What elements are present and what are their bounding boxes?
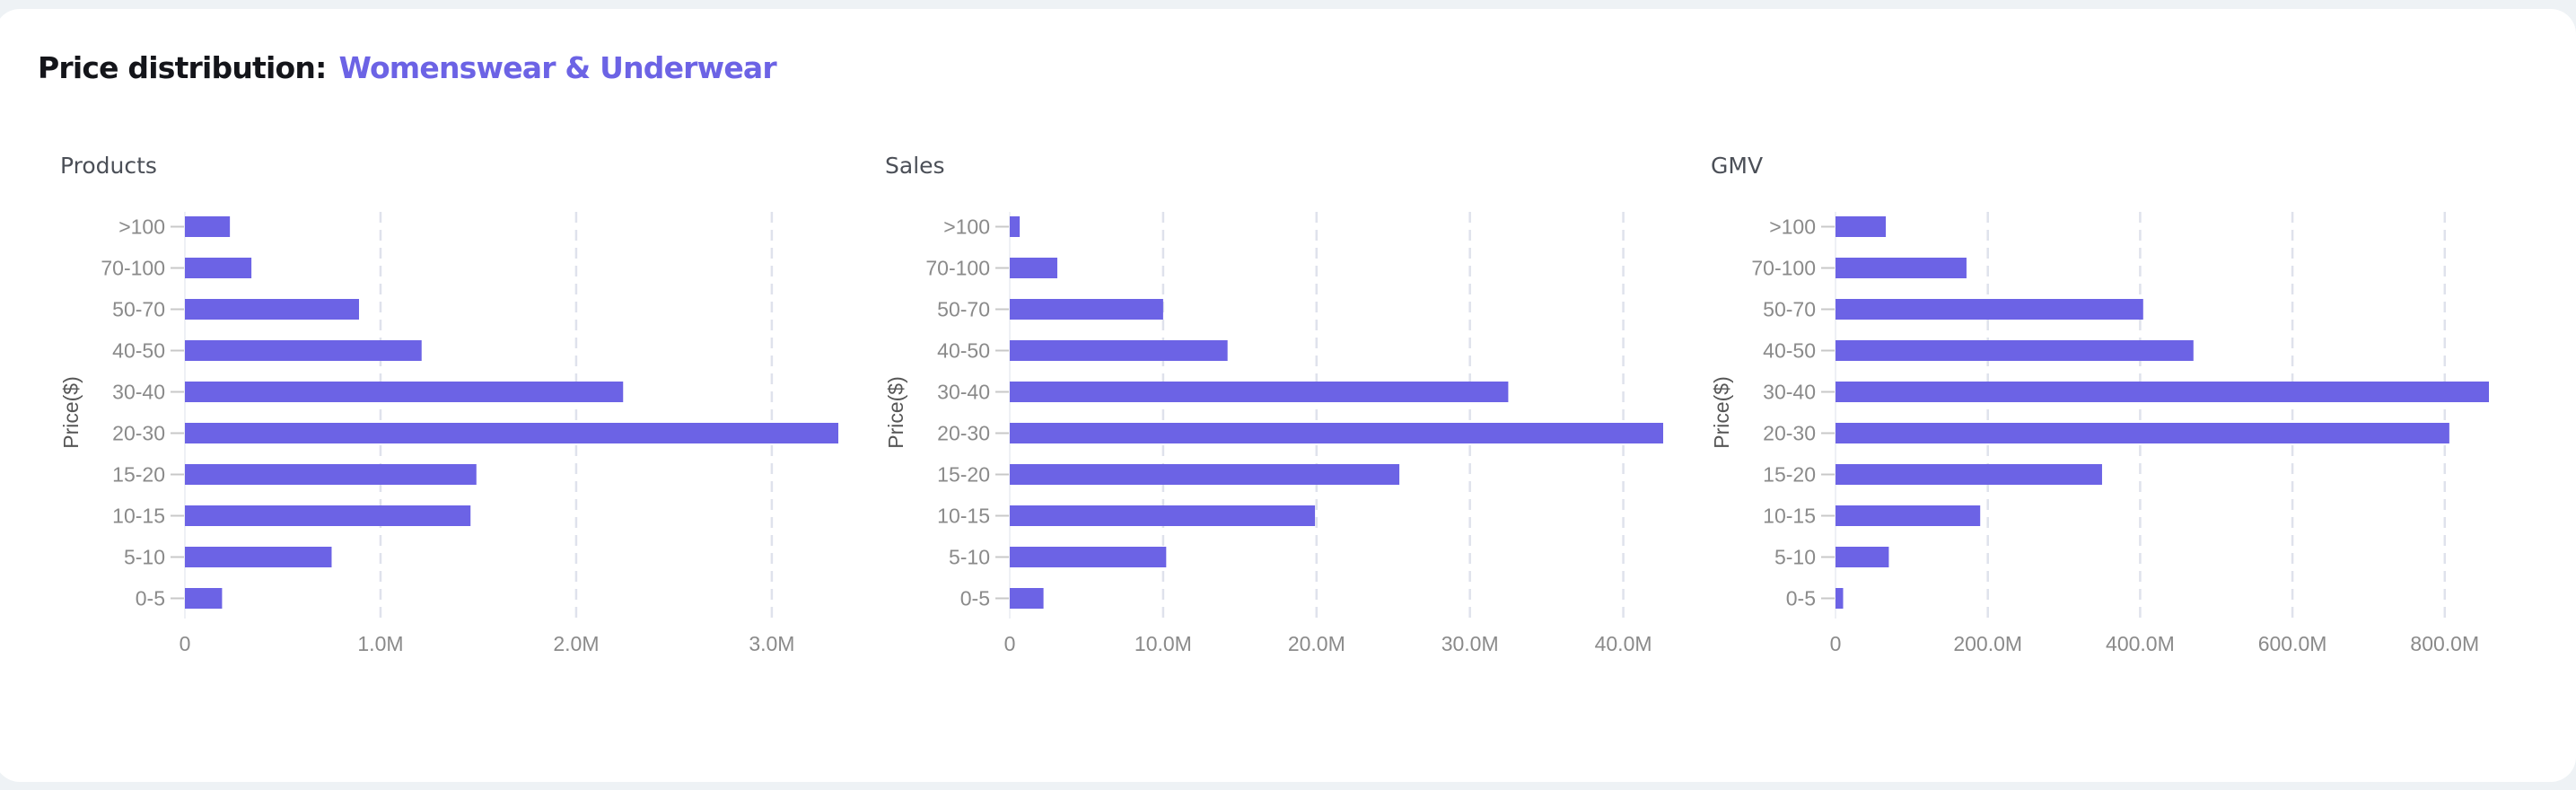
y-tick-label: 50-70 [937, 298, 990, 321]
bar-50-70[interactable] [185, 299, 359, 320]
y-tick-label: 15-20 [1763, 463, 1816, 487]
bar-15-20[interactable] [1836, 464, 2102, 485]
bar-10-15[interactable] [1010, 505, 1316, 526]
y-tick-label: 10-15 [112, 505, 165, 528]
y-tick-label: 5-10 [1774, 546, 1816, 569]
y-axis-title: Price($) [1710, 376, 1733, 449]
chart-title-products: Products [60, 153, 157, 179]
y-tick-label: 10-15 [937, 505, 990, 528]
bar-30-40[interactable] [1836, 382, 2489, 402]
bar-40-50[interactable] [185, 340, 422, 361]
bar-15-20[interactable] [185, 464, 477, 485]
bar-30-40[interactable] [185, 382, 624, 402]
y-tick-label: 70-100 [925, 257, 990, 280]
y-tick-label: 0-5 [960, 587, 990, 610]
y-axis-title: Price($) [59, 376, 83, 449]
x-tick-label: 40.0M [1595, 632, 1652, 655]
bar-0-5[interactable] [185, 588, 223, 609]
y-tick-label: 70-100 [1751, 257, 1816, 280]
y-tick-label: 5-10 [124, 546, 165, 569]
bar-70-100[interactable] [185, 258, 252, 278]
y-tick-label: 0-5 [1786, 587, 1816, 610]
bar-0-5[interactable] [1010, 588, 1044, 609]
y-tick-label: 70-100 [101, 257, 165, 280]
x-tick-label: 3.0M [749, 632, 794, 655]
bar-10-15[interactable] [185, 505, 471, 526]
x-tick-label: 1.0M [357, 632, 403, 655]
y-tick-label: 20-30 [937, 422, 990, 445]
category-name: Womenswear & Underwear [338, 50, 777, 85]
x-tick-label: 400.0M [2106, 632, 2175, 655]
y-tick-label: 30-40 [112, 381, 165, 404]
bar-5-10[interactable] [1010, 547, 1167, 567]
bar-5-10[interactable] [1836, 547, 1889, 567]
x-tick-label: 2.0M [553, 632, 599, 655]
y-tick-label: >100 [1769, 215, 1816, 239]
y-tick-label: >100 [118, 215, 165, 239]
y-tick-label: 0-5 [136, 587, 165, 610]
y-tick-label: 30-40 [1763, 381, 1816, 404]
bar-40-50[interactable] [1836, 340, 2194, 361]
page-title: Price distribution: Womenswear & Underwea… [38, 50, 777, 85]
x-tick-label: 30.0M [1441, 632, 1499, 655]
y-tick-label: 10-15 [1763, 505, 1816, 528]
bar->100[interactable] [1010, 216, 1021, 237]
bar-30-40[interactable] [1010, 382, 1509, 402]
x-tick-label: 0 [180, 632, 191, 655]
y-tick-label: 15-20 [112, 463, 165, 487]
y-tick-label: 40-50 [937, 339, 990, 363]
y-tick-label: 50-70 [112, 298, 165, 321]
chart-title-gmv: GMV [1711, 153, 1764, 179]
x-tick-label: 20.0M [1288, 632, 1345, 655]
chart-title-sales: Sales [885, 153, 945, 179]
bar-15-20[interactable] [1010, 464, 1400, 485]
products-bar-plot: 0 1.0M 2.0M 3.0M >100 70-100 50-70 40-50 30-40 20… [59, 212, 838, 655]
gmv-bar-plot: 0 200.0M 400.0M 600.0M 800.0M >100 70-100 50-70… [1710, 212, 2489, 655]
y-tick-label: 5-10 [949, 546, 990, 569]
bar-40-50[interactable] [1010, 340, 1228, 361]
x-tick-label: 0 [1830, 632, 1842, 655]
x-tick-label: 0 [1004, 632, 1016, 655]
bar-50-70[interactable] [1836, 299, 2143, 320]
y-tick-label: 40-50 [1763, 339, 1816, 363]
bar-5-10[interactable] [185, 547, 332, 567]
bar-70-100[interactable] [1010, 258, 1057, 278]
y-tick-label: 40-50 [112, 339, 165, 363]
y-tick-label: >100 [943, 215, 990, 239]
y-tick-label: 15-20 [937, 463, 990, 487]
y-tick-label: 50-70 [1763, 298, 1816, 321]
bar-0-5[interactable] [1836, 588, 1844, 609]
y-tick-label: 20-30 [1763, 422, 1816, 445]
bar-20-30[interactable] [185, 423, 838, 443]
x-tick-label: 200.0M [1953, 632, 2022, 655]
bar-20-30[interactable] [1836, 423, 2449, 443]
y-tick-label: 30-40 [937, 381, 990, 404]
title-prefix: Price distribution: [38, 50, 327, 85]
bar->100[interactable] [185, 216, 231, 237]
bar-50-70[interactable] [1010, 299, 1163, 320]
bar-10-15[interactable] [1836, 505, 1981, 526]
y-tick-label: 20-30 [112, 422, 165, 445]
bar-70-100[interactable] [1836, 258, 1967, 278]
y-axis-title: Price($) [884, 376, 907, 449]
x-tick-label: 10.0M [1135, 632, 1192, 655]
x-tick-label: 600.0M [2258, 632, 2327, 655]
sales-bar-plot: 0 10.0M 20.0M 30.0M 40.0M >100 70-100 50-70 40-5… [884, 212, 1663, 655]
x-tick-label: 800.0M [2410, 632, 2479, 655]
bar->100[interactable] [1836, 216, 1886, 237]
bar-20-30[interactable] [1010, 423, 1663, 443]
